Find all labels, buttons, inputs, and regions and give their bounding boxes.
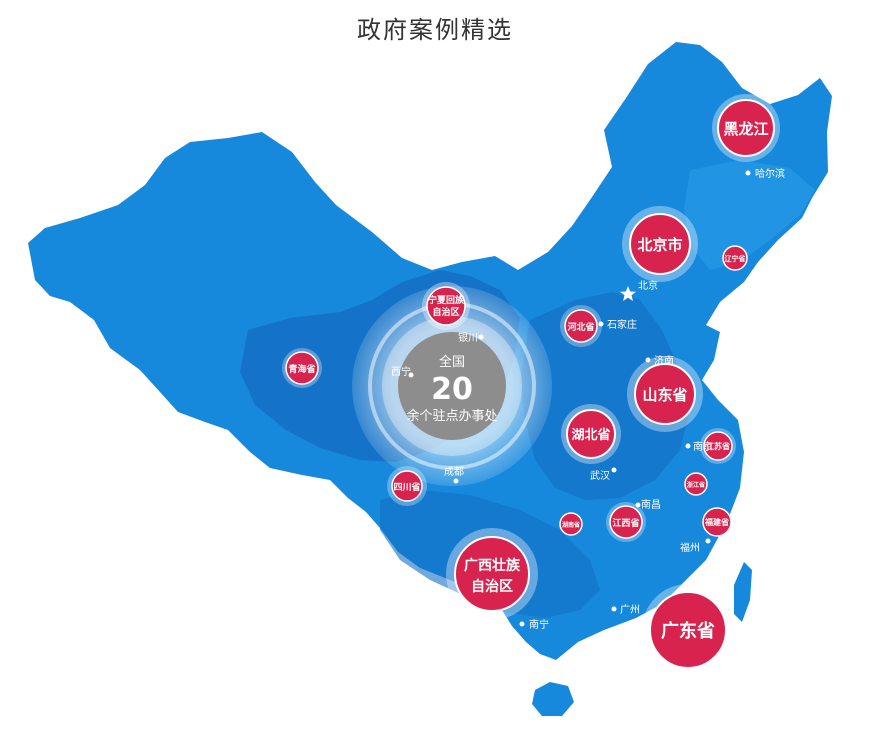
inner-region-east [520, 292, 690, 500]
inner-region-northeast [684, 160, 815, 270]
city-label-nanjing: 南京 [693, 440, 713, 453]
province-bubble-qinghai[interactable]: 青海省 [282, 348, 322, 388]
city-wuhan: 武汉 [590, 467, 617, 482]
city-label-xining: 西宁 [391, 365, 411, 378]
province-label-guangxi-line2: 自治区 [471, 578, 513, 595]
province-label-hubei: 湖北省 [571, 427, 610, 443]
province-label-hebei: 河北省 [567, 321, 594, 333]
taiwan-island [734, 562, 752, 622]
city-chengdu: 成都 [444, 466, 464, 484]
province-label-hunan: 湖南省 [562, 521, 580, 529]
city-beijing: 北京 [620, 279, 658, 301]
province-label-ningxia-line2: 自治区 [432, 306, 459, 318]
city-label-yinchuan: 银川 [458, 331, 478, 344]
city-nanchang: 南昌 [635, 498, 661, 511]
province-bubble-shandong[interactable]: 山东省 [627, 356, 703, 432]
center-label-bottom: 余个驻点办事处 [406, 408, 497, 424]
province-label-zhejiang: 浙江省 [687, 481, 705, 489]
hainan-island [532, 682, 574, 716]
city-jinan: 济南 [645, 354, 674, 367]
province-label-fujian: 福建省 [704, 517, 729, 527]
city-harbin: 哈尔滨 [745, 167, 785, 180]
province-label-guangdong: 广东省 [661, 620, 715, 642]
province-bubble-hebei[interactable]: 河北省 [560, 305, 602, 347]
province-label-guangxi-line1: 广西壮族 [464, 557, 521, 574]
city-label-nanning: 南宁 [529, 618, 549, 631]
city-label-jinan: 济南 [654, 354, 674, 367]
page-title: 政府案例精选 [357, 16, 513, 44]
city-xining: 西宁 [391, 365, 414, 378]
province-bubble-jiangsu[interactable]: 江苏省 [700, 428, 736, 464]
city-label-guangzhou: 广州 [620, 604, 640, 616]
province-bubble-sichuan[interactable]: 四川省 [387, 466, 427, 506]
city-label-fuzhou: 福州 [680, 541, 700, 554]
province-label-liaoning: 辽宁省 [725, 254, 746, 263]
city-label-harbin: 哈尔滨 [755, 167, 785, 180]
province-label-shandong: 山东省 [642, 386, 687, 404]
province-label-heilongjiang: 黑龙江 [723, 120, 768, 138]
province-bubble-beijing[interactable]: 北京市 [622, 206, 698, 282]
center-label-top: 全国 [439, 354, 465, 370]
province-bubble-guangdong[interactable]: 广东省 [642, 584, 734, 676]
province-bubble-jiangxi[interactable]: 江西省 [606, 502, 646, 542]
province-bubble-hunan[interactable]: 湖南省 [559, 512, 583, 536]
city-shijiazhuang: 石家庄 [598, 318, 637, 331]
center-count: 20 [431, 372, 473, 407]
city-label-beijing: 北京 [638, 279, 658, 292]
city-fuzhou: 福州 [680, 538, 711, 554]
province-label-beijing: 北京市 [637, 236, 682, 254]
city-label-wuhan: 武汉 [590, 469, 610, 482]
city-yinchuan: 银川 [458, 331, 484, 344]
city-nanjing: 南京 [685, 440, 713, 453]
province-label-ningxia-line1: 宁夏回族 [428, 294, 465, 306]
province-label-jiangsu: 江苏省 [706, 441, 730, 451]
city-guangzhou: 广州 [611, 604, 640, 616]
capital-star-icon [620, 286, 636, 301]
city-nanning: 南宁 [519, 618, 549, 631]
city-label-chengdu: 成都 [444, 466, 464, 478]
province-label-qinghai: 青海省 [288, 363, 315, 375]
city-label-nanchang: 南昌 [641, 498, 661, 511]
city-label-shijiazhuang: 石家庄 [607, 318, 637, 331]
province-label-jiangxi: 江西省 [612, 517, 639, 529]
province-bubble-guangxi[interactable]: 广西壮族 自治区 [446, 528, 538, 620]
province-bubble-fujian[interactable]: 福建省 [702, 507, 732, 537]
province-bubble-liaoning[interactable]: 辽宁省 [722, 245, 748, 271]
province-bubble-ningxia[interactable]: 宁夏回族 自治区 [422, 282, 470, 330]
province-bubble-zhejiang[interactable]: 浙江省 [684, 472, 708, 496]
province-bubble-heilongjiang[interactable]: 黑龙江 [712, 94, 780, 162]
center-gray-circle [398, 332, 506, 440]
province-label-sichuan: 四川省 [393, 481, 420, 493]
province-bubble-hubei[interactable]: 湖北省 [561, 404, 621, 464]
